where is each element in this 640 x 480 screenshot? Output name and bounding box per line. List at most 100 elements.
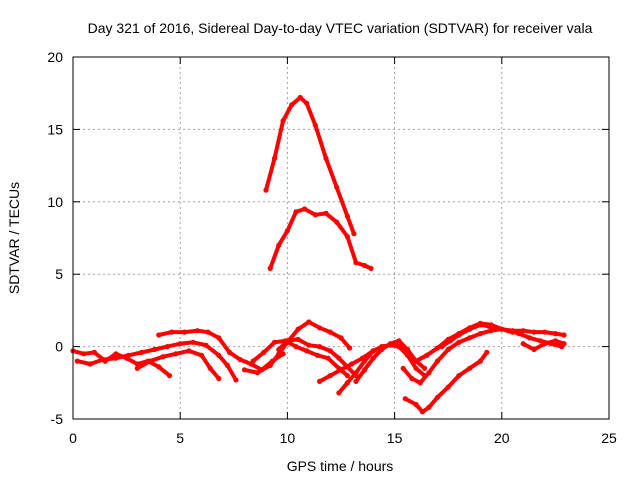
data-point: [488, 328, 494, 334]
data-point: [186, 348, 192, 354]
data-point: [126, 352, 132, 358]
data-point: [297, 94, 303, 101]
data-point: [241, 367, 248, 373]
data-point: [552, 331, 559, 337]
data-point: [87, 361, 93, 367]
data-point: [484, 349, 490, 355]
data-point: [370, 348, 376, 354]
data-point: [173, 351, 179, 357]
data-point: [413, 401, 419, 408]
data-point: [531, 346, 537, 353]
data-point: [113, 355, 119, 361]
series-trace: [251, 338, 350, 378]
data-point: [344, 213, 350, 219]
data-point: [370, 355, 376, 361]
data-point: [306, 342, 312, 348]
data-point: [323, 210, 329, 216]
y-tick-label: 20: [47, 49, 63, 65]
data-point: [336, 390, 342, 396]
data-point: [353, 260, 359, 266]
data-point: [456, 339, 462, 345]
data-point: [134, 365, 140, 371]
data-point: [113, 351, 119, 357]
data-point: [91, 349, 97, 355]
data-point: [516, 331, 522, 337]
data-point: [422, 365, 428, 371]
data-point: [181, 329, 188, 335]
data-point: [194, 328, 200, 334]
data-point: [74, 358, 80, 364]
data-point: [402, 396, 408, 402]
data-point: [169, 329, 175, 335]
data-point: [379, 346, 385, 353]
data-point: [439, 344, 445, 350]
data-point: [224, 362, 230, 368]
data-point: [317, 378, 323, 384]
series-track-5: [241, 319, 353, 376]
series-peak-lower: [267, 206, 374, 271]
series-track-2: [74, 339, 239, 383]
data-point: [216, 335, 222, 341]
data-point: [81, 351, 87, 357]
data-point: [327, 329, 333, 335]
data-point: [447, 338, 453, 344]
data-point: [317, 325, 323, 331]
data-point: [207, 365, 213, 371]
x-tick-label: 25: [601, 430, 617, 446]
data-point: [164, 344, 170, 350]
data-point: [434, 394, 441, 400]
data-point: [396, 338, 402, 344]
series-track-4: [134, 348, 222, 382]
data-point: [561, 332, 567, 338]
data-point: [362, 262, 368, 269]
series-trace: [403, 350, 489, 414]
data-point: [139, 349, 145, 355]
data-point: [527, 335, 533, 341]
data-point: [276, 351, 282, 357]
data-point: [323, 155, 329, 161]
data-point: [271, 155, 278, 161]
data-point: [267, 265, 273, 271]
chart-title: Day 321 of 2016, Sidereal Day-to-day VTE…: [88, 20, 593, 36]
data-point: [276, 242, 282, 248]
data-point: [477, 322, 483, 328]
y-tick-label: 5: [55, 266, 63, 282]
data-point: [413, 358, 419, 364]
data-point: [347, 345, 353, 351]
data-point: [520, 328, 526, 334]
data-point: [409, 375, 415, 382]
data-point: [334, 219, 340, 225]
data-point: [314, 352, 320, 358]
data-point: [445, 346, 451, 353]
data-point: [338, 335, 344, 341]
data-point: [417, 380, 423, 386]
data-point: [368, 265, 374, 271]
data-point: [344, 373, 350, 379]
data-point: [477, 331, 483, 337]
data-point: [177, 341, 183, 347]
data-point: [100, 357, 106, 363]
data-point: [216, 375, 222, 382]
series-layer: [70, 94, 567, 415]
data-point: [344, 234, 350, 240]
data-point: [338, 367, 344, 373]
data-point: [542, 329, 548, 335]
data-point: [419, 409, 426, 415]
data-point: [413, 365, 419, 371]
data-point: [404, 346, 411, 353]
data-point: [426, 404, 432, 410]
data-point: [426, 370, 432, 376]
data-point: [334, 184, 340, 190]
data-point: [156, 364, 162, 370]
data-point: [362, 358, 368, 364]
x-tick-label: 20: [494, 430, 510, 446]
data-point: [226, 349, 233, 355]
series-track-14: [439, 322, 565, 350]
data-point: [166, 373, 173, 379]
data-point: [271, 339, 278, 345]
x-axis-label: GPS time / hours: [287, 458, 394, 474]
series-track-15: [520, 338, 567, 353]
data-point: [520, 341, 526, 347]
